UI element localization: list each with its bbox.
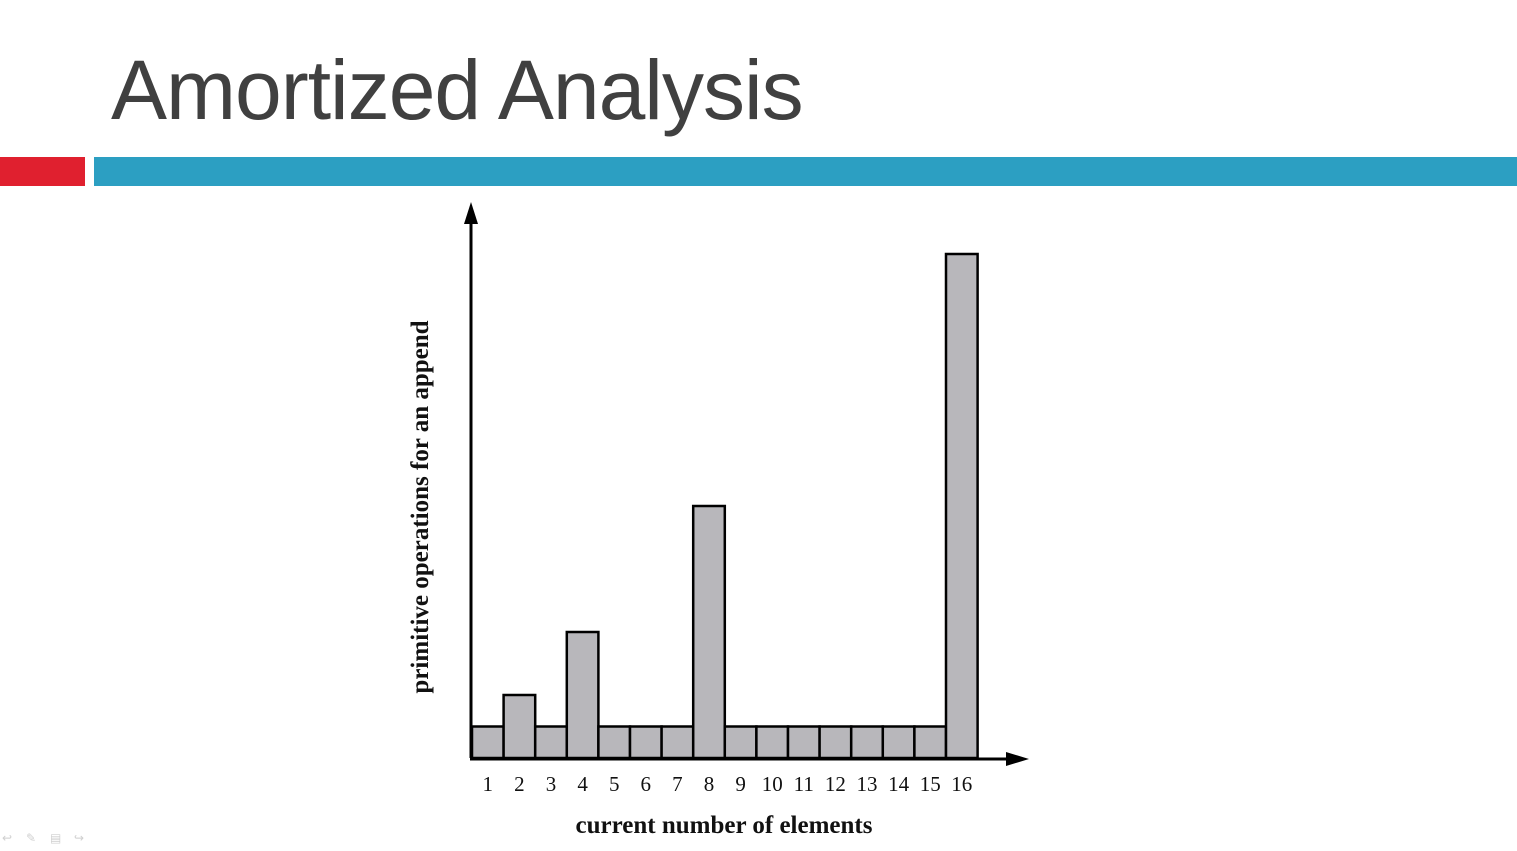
forward-icon[interactable]: ↪ [74,831,85,845]
back-icon[interactable]: ↩ [2,831,13,845]
x-tick-label: 1 [483,772,494,796]
x-tick-label: 13 [857,772,878,796]
bar-10 [755,725,790,760]
bar-9 [723,725,758,760]
bar-5 [597,725,632,760]
bar-6 [628,725,663,760]
x-tick-label: 9 [735,772,746,796]
bar-3 [533,725,569,760]
menu-icon[interactable]: ▤ [50,831,62,845]
bar-11 [786,725,821,760]
y-axis-title: primitive operations for an append [407,320,434,693]
presentation-controls: ↩ ✎ ▤ ↪ [2,832,102,848]
x-tick-label: 7 [672,772,683,796]
x-tick-label: 16 [951,772,972,796]
x-tick-label: 2 [514,772,525,796]
slide-title: Amortized Analysis [111,43,804,137]
x-tick-label: 14 [888,772,910,796]
x-tick-label: 12 [825,772,846,796]
accent-bar-blue [94,157,1517,186]
bar-12 [818,725,853,760]
x-tick-label: 15 [920,772,941,796]
bar-2 [502,693,537,760]
y-axis-arrowhead [464,202,478,224]
x-tick-label: 11 [794,772,814,796]
x-tick-label: 4 [577,772,588,796]
bars-group [470,252,979,760]
bar-7 [660,725,695,760]
tick-labels-group: 1 2 3 4 5 6 7 8 9 10 11 12 13 14 15 16 [483,772,973,796]
x-tick-label: 3 [546,772,557,796]
bar-15 [913,725,948,760]
x-tick-label: 10 [762,772,783,796]
x-axis-title: current number of elements [576,812,873,839]
bar-16 [944,252,979,760]
x-tick-label: 5 [609,772,620,796]
pen-icon[interactable]: ✎ [26,831,37,845]
bar-8 [691,504,727,760]
bar-13 [849,725,885,760]
bar-1 [470,725,505,760]
bar-14 [881,725,916,760]
axes-group [464,202,1029,766]
bar-4 [565,630,600,760]
x-axis-arrowhead [1006,752,1029,766]
accent-bar-red [0,157,85,186]
x-tick-label: 6 [641,772,652,796]
x-tick-label: 8 [704,772,715,796]
